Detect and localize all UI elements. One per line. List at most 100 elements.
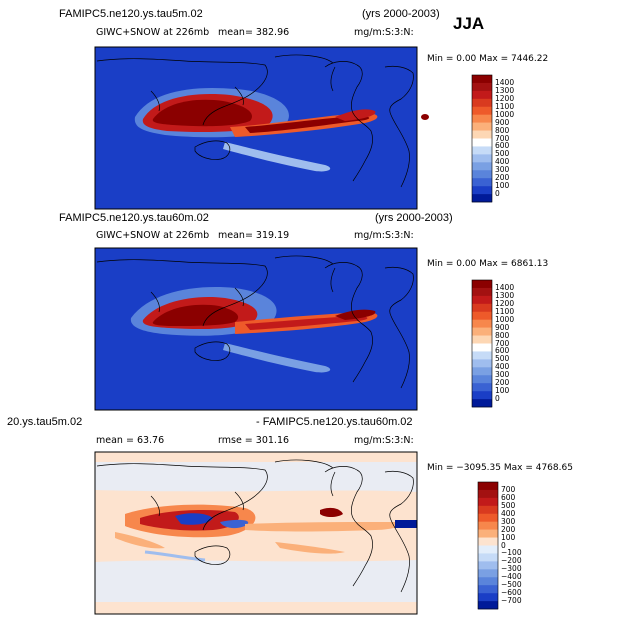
colorbar-swatch: [478, 505, 498, 515]
colorbar-swatch: [472, 106, 492, 115]
colorbar-swatch: [472, 170, 492, 179]
colorbar-tick-label: 200: [501, 524, 516, 534]
panel2-colorbar: [471, 279, 493, 408]
colorbar-swatch: [472, 178, 492, 187]
colorbar-tick-label: −200: [501, 556, 522, 566]
colorbar-swatch: [472, 303, 492, 313]
colorbar-swatch: [472, 391, 492, 400]
colorbar-swatch: [478, 601, 498, 610]
colorbar-swatch: [472, 75, 492, 84]
colorbar-tick-label: 1000: [495, 314, 515, 324]
panel3-rmse: rmse = 301.16: [218, 435, 290, 446]
panel1-units: mg/m:S:3:N:: [354, 27, 414, 38]
colorbar-tick-label: 100: [495, 181, 510, 191]
colorbar-swatch: [472, 98, 492, 108]
colorbar-swatch: [472, 90, 492, 100]
colorbar-tick-label: 300: [495, 165, 510, 175]
colorbar-tick-label: 400: [495, 157, 510, 167]
colorbar-swatch: [472, 287, 492, 297]
colorbar-swatch: [472, 359, 492, 368]
colorbar-tick-label: −600: [501, 588, 522, 598]
colorbar-tick-label: 1100: [495, 101, 515, 111]
colorbar-tick-label: 200: [495, 378, 510, 388]
colorbar-swatch: [472, 186, 492, 195]
panel3-colorbar: [477, 481, 499, 610]
panel1-title: FAMIPC5.ne120.ys.tau5m.02: [59, 8, 203, 20]
colorbar-swatch: [472, 375, 492, 384]
colorbar-swatch: [472, 280, 492, 289]
colorbar-tick-label: 1200: [495, 298, 515, 308]
panel1-colorbar: [471, 74, 493, 203]
panel2-map: [94, 247, 418, 411]
colorbar-swatch: [478, 521, 498, 530]
colorbar-tick-label: 600: [495, 141, 510, 151]
colorbar-tick-label: 1300: [495, 290, 515, 300]
colorbar-tick-label: 0: [495, 189, 500, 199]
colorbar-tick-label: 500: [495, 354, 510, 364]
colorbar-swatch: [478, 593, 498, 602]
colorbar-tick-label: 500: [501, 500, 516, 510]
colorbar-swatch: [472, 154, 492, 163]
colorbar-swatch: [478, 561, 498, 570]
colorbar-tick-label: 800: [495, 125, 510, 135]
colorbar-tick-label: 900: [495, 117, 510, 127]
panel2-years: (yrs 2000-2003): [375, 212, 453, 224]
colorbar-tick-label: 300: [495, 370, 510, 380]
colorbar-tick-label: 600: [501, 492, 516, 502]
colorbar-tick-label: 1400: [495, 77, 515, 87]
season-label: JJA: [453, 14, 485, 33]
panel3-title-right: - FAMIPC5.ne120.ys.tau60m.02: [256, 416, 413, 428]
colorbar-swatch: [478, 482, 498, 491]
colorbar-swatch: [472, 162, 492, 171]
colorbar-tick-label: 800: [495, 330, 510, 340]
colorbar-swatch: [472, 194, 492, 203]
colorbar-tick-label: 500: [495, 149, 510, 159]
colorbar-tick-label: 900: [495, 322, 510, 332]
colorbar-tick-label: 1000: [495, 109, 515, 119]
colorbar-tick-label: 700: [501, 484, 516, 494]
panel1-minmax: Min = 0.00 Max = 7446.22: [427, 54, 549, 64]
colorbar-swatch: [472, 295, 492, 305]
panel3-title-left: 20.ys.tau5m.02: [7, 416, 83, 428]
colorbar-swatch: [478, 489, 498, 499]
colorbar-tick-label: 200: [495, 173, 510, 183]
colorbar-tick-label: 100: [501, 532, 516, 542]
colorbar-swatch: [478, 513, 498, 522]
colorbar-swatch: [472, 351, 492, 360]
colorbar-swatch: [478, 537, 498, 546]
colorbar-border: [471, 74, 493, 203]
colorbar-swatch: [472, 122, 492, 131]
panel3-map: [94, 451, 418, 615]
panel2-variable: GIWC+SNOW at 226mb: [96, 230, 210, 241]
panel3-units: mg/m:S:3:N:: [354, 435, 414, 446]
colorbar-tick-label: −300: [501, 564, 522, 574]
colorbar-tick-label: 100: [495, 386, 510, 396]
colorbar-tick-label: 700: [495, 133, 510, 143]
colorbar-tick-label: 400: [501, 508, 516, 518]
colorbar-swatch: [478, 569, 498, 578]
colorbar-swatch: [472, 319, 492, 328]
colorbar-swatch: [472, 82, 492, 92]
colorbar-tick-label: 1100: [495, 306, 515, 316]
colorbar-swatch: [472, 311, 492, 320]
colorbar-swatch: [472, 399, 492, 408]
colorbar-tick-label: 1200: [495, 93, 515, 103]
colorbar-swatch: [478, 529, 498, 538]
panel1-variable: GIWC+SNOW at 226mb: [96, 27, 210, 38]
panel1-years: (yrs 2000-2003): [362, 8, 440, 20]
colorbar-tick-label: 0: [495, 394, 500, 404]
colorbar-tick-label: −100: [501, 548, 522, 558]
panel2-units: mg/m:S:3:N:: [354, 230, 414, 241]
colorbar-swatch: [478, 585, 498, 594]
colorbar-swatch: [472, 114, 492, 123]
panel1-map: [94, 46, 429, 210]
colorbar-swatch: [478, 577, 498, 586]
colorbar-tick-label: 400: [495, 362, 510, 372]
colorbar-swatch: [472, 383, 492, 392]
panel2-mean: mean= 319.19: [218, 230, 290, 241]
colorbar-tick-label: 600: [495, 346, 510, 356]
panel2-title: FAMIPC5.ne120.ys.tau60m.02: [59, 212, 209, 224]
colorbar-swatch: [478, 553, 498, 562]
colorbar-swatch: [472, 138, 492, 147]
colorbar-tick-label: −700: [501, 596, 522, 606]
